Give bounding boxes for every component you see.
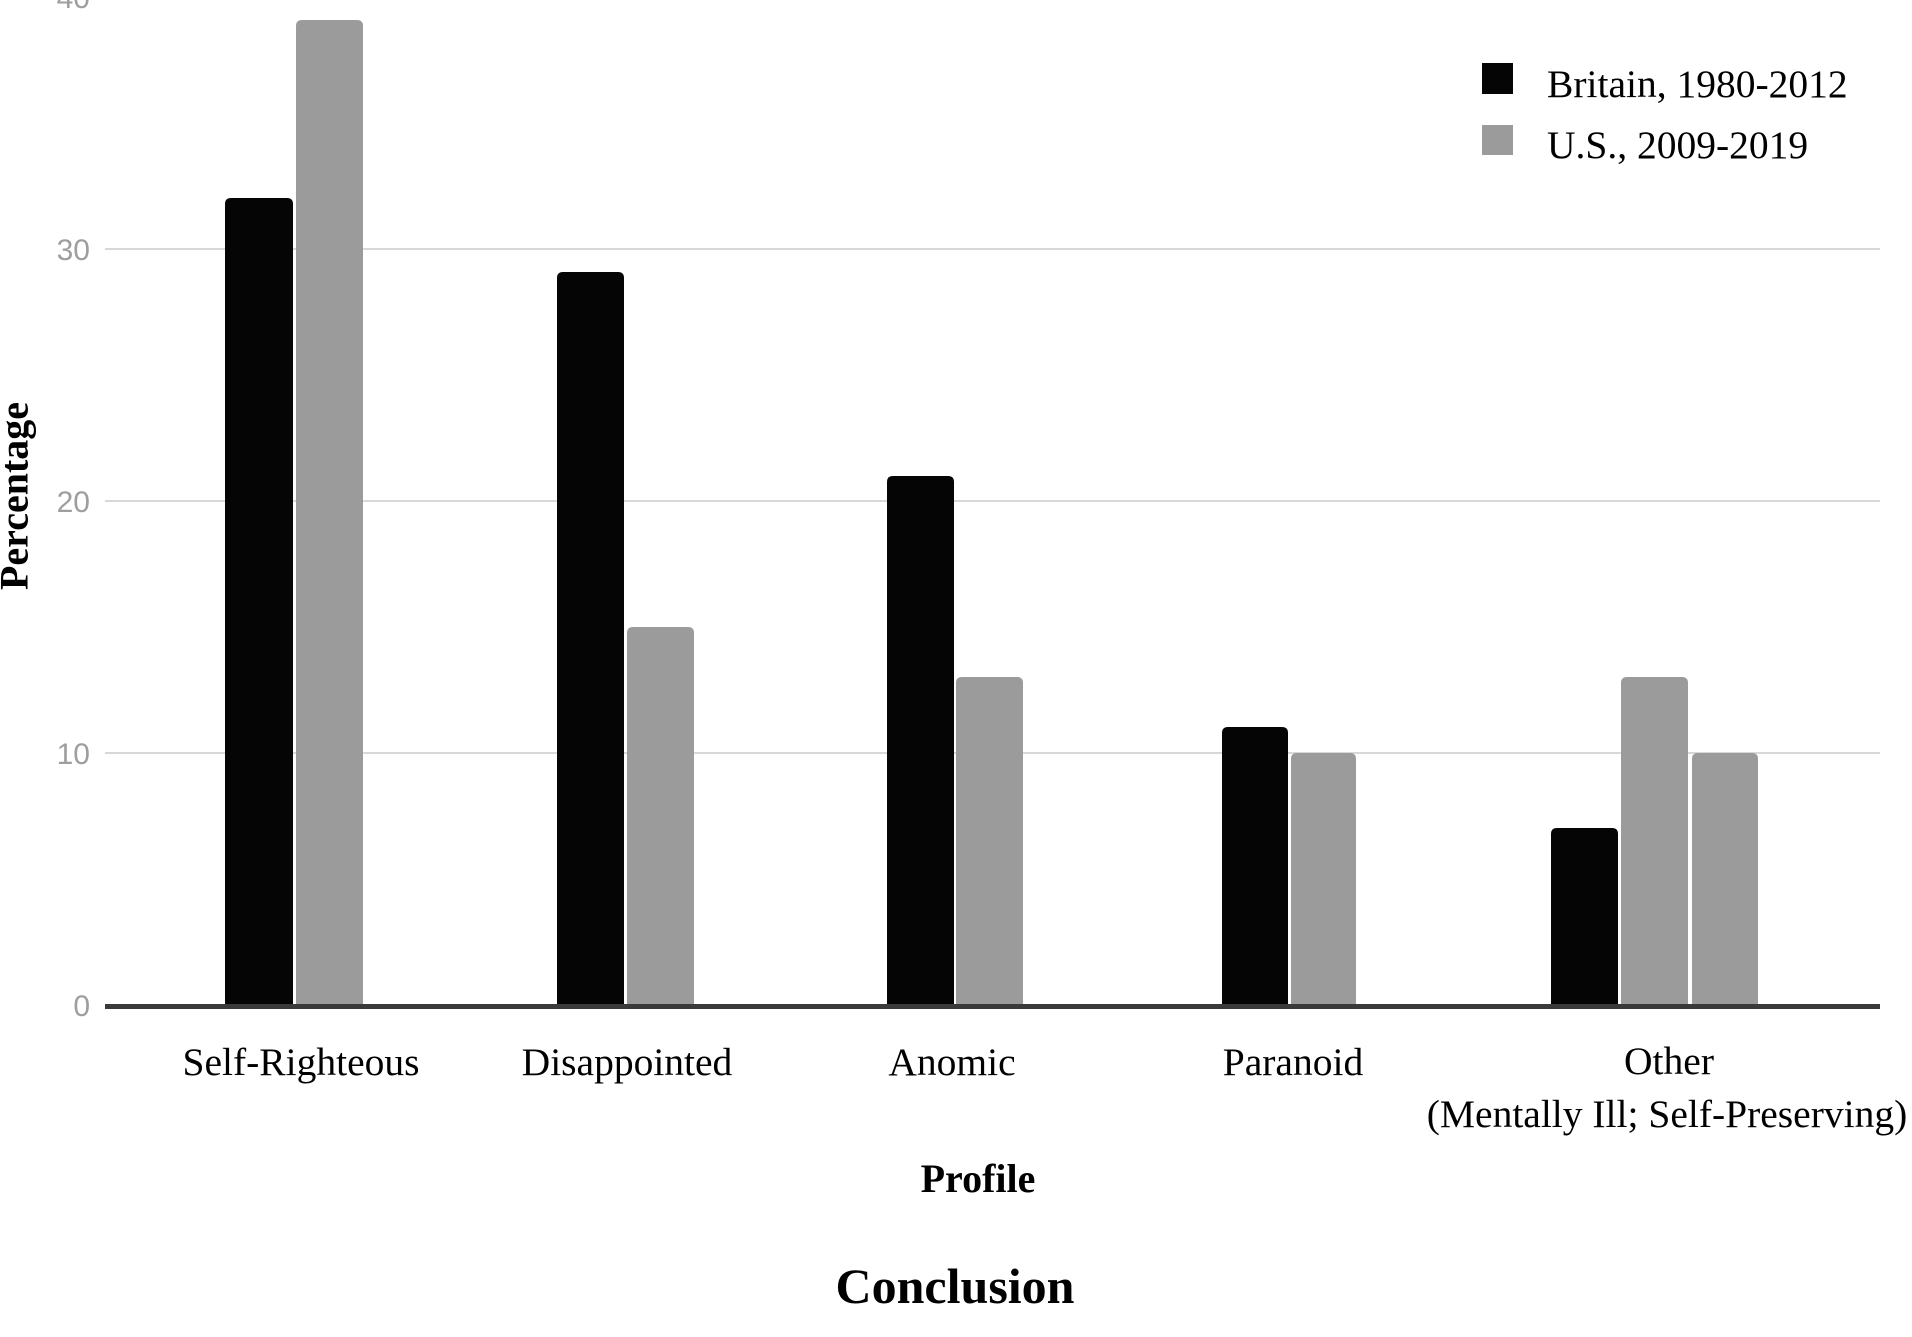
svg-text:(Mentally Ill; Self-Preserving: (Mentally Ill; Self-Preserving) [1427,1092,1907,1136]
svg-text:20: 20 [57,486,90,519]
svg-text:Percentage: Percentage [0,402,37,590]
svg-text:Profile: Profile [921,1156,1036,1201]
svg-text:10: 10 [57,738,90,771]
svg-text:Disappointed: Disappointed [522,1040,733,1084]
svg-text:40: 40 [57,0,90,15]
svg-text:Self-Righteous: Self-Righteous [183,1040,420,1084]
svg-text:Anomic: Anomic [888,1040,1015,1084]
svg-text:Other: Other [1624,1039,1714,1083]
svg-text:0: 0 [73,990,90,1023]
svg-text:Conclusion: Conclusion [836,1258,1075,1314]
svg-text:30: 30 [57,234,90,267]
svg-text:Paranoid: Paranoid [1223,1040,1364,1084]
svg-text:Britain, 1980-2012: Britain, 1980-2012 [1547,62,1848,106]
svg-text:U.S., 2009-2019: U.S., 2009-2019 [1547,123,1808,167]
